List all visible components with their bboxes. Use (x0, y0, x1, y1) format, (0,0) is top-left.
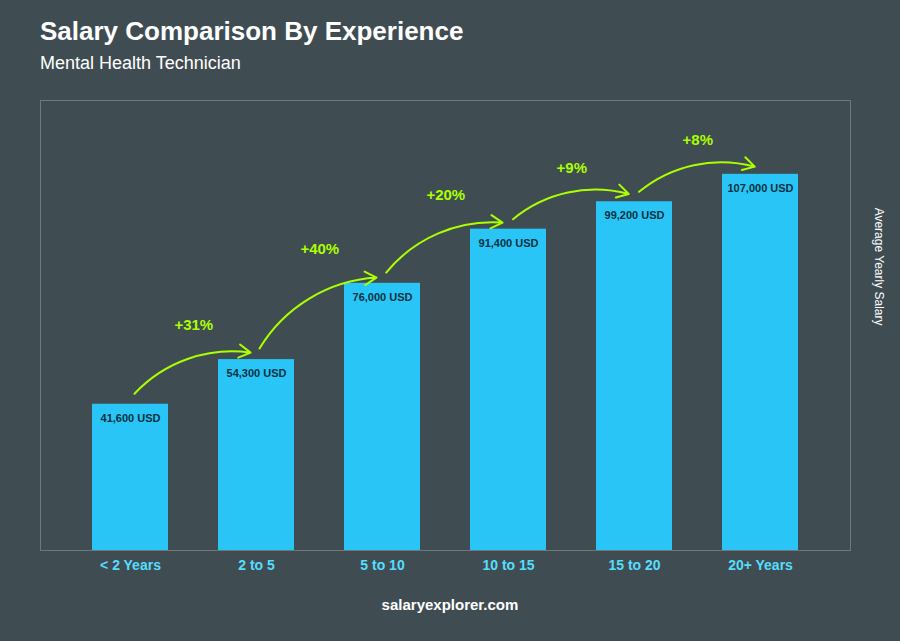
svg-text:20+ Years: 20+ Years (728, 557, 793, 573)
svg-text:5 to 10: 5 to 10 (360, 557, 405, 573)
svg-text:99,200 USD: 99,200 USD (605, 209, 665, 221)
svg-text:2 to 5: 2 to 5 (238, 557, 275, 573)
svg-text:10 to 15: 10 to 15 (482, 557, 534, 573)
svg-text:54,300 USD: 54,300 USD (227, 367, 287, 379)
svg-text:+31%: +31% (174, 316, 213, 333)
svg-text:+9%: +9% (557, 159, 587, 176)
svg-text:91,400 USD: 91,400 USD (479, 237, 539, 249)
svg-text:15 to 20: 15 to 20 (608, 557, 660, 573)
svg-text:+40%: +40% (300, 240, 339, 257)
html-text:Mental Health Technician: Mental Health Technician (40, 53, 241, 73)
svg-text:+8%: +8% (683, 131, 713, 148)
svg-text:Average Yearly Salary: Average Yearly Salary (872, 208, 886, 326)
svg-text:107,000 USD: 107,000 USD (727, 182, 793, 194)
html-text:Salary Comparison By Experienc: Salary Comparison By Experience (40, 16, 464, 46)
svg-text:76,000 USD: 76,000 USD (353, 291, 413, 303)
svg-text:41,600 USD: 41,600 USD (101, 412, 161, 424)
svg-text:< 2 Years: < 2 Years (100, 557, 161, 573)
html-text:salaryexplorer.com: salaryexplorer.com (381, 596, 519, 613)
svg-text:+20%: +20% (426, 186, 465, 203)
